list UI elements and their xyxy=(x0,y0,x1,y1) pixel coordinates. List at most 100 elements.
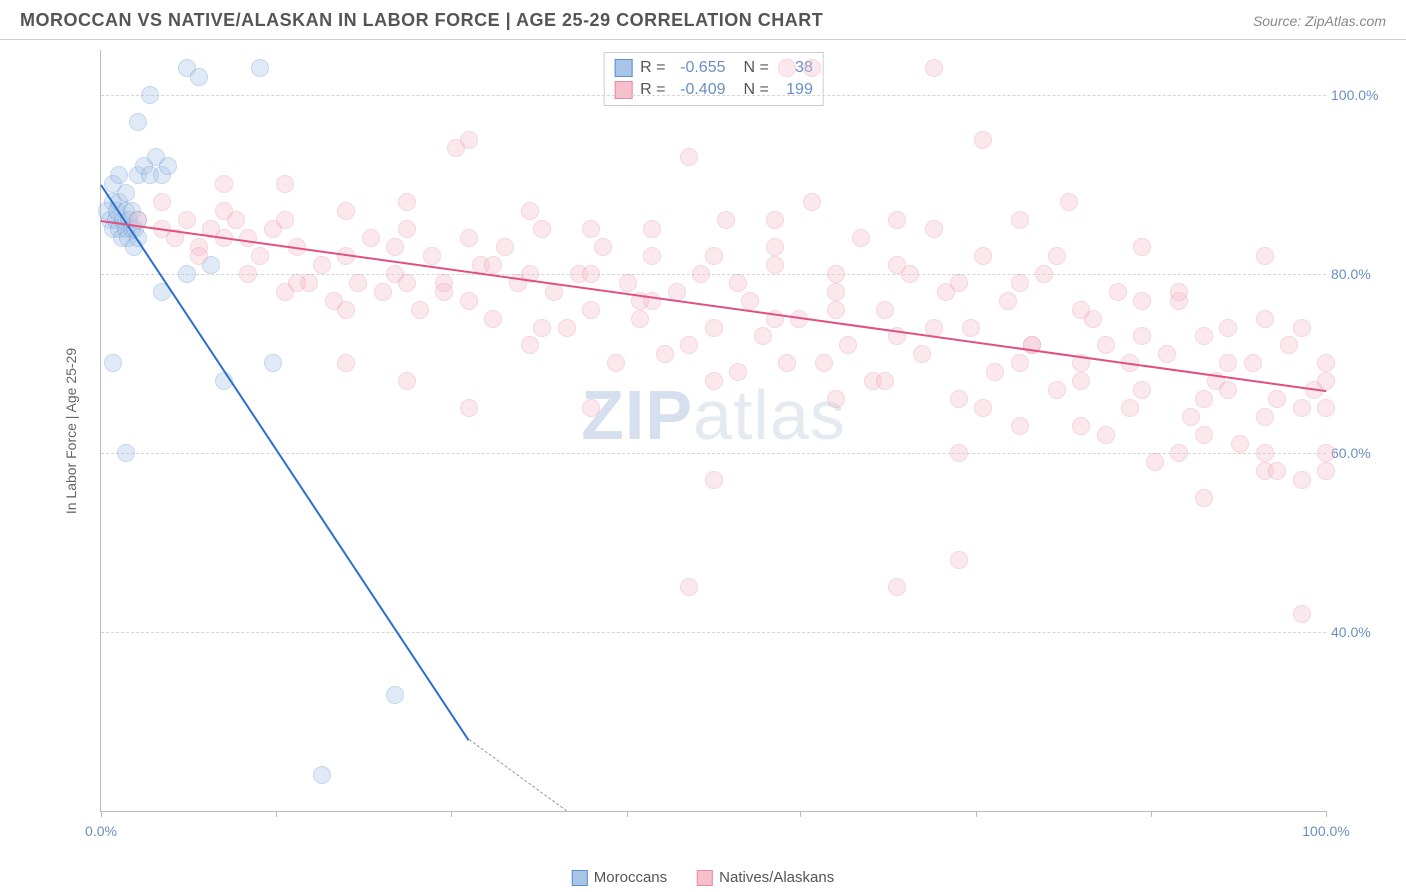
data-point xyxy=(1195,489,1213,507)
data-point xyxy=(888,578,906,596)
data-point xyxy=(754,327,772,345)
legend-swatch xyxy=(614,59,632,77)
x-tick-label: 100.0% xyxy=(1302,823,1349,839)
data-point xyxy=(533,319,551,337)
data-point xyxy=(950,274,968,292)
data-point xyxy=(999,292,1017,310)
data-point xyxy=(423,247,441,265)
stat-n-label: N = xyxy=(744,59,769,77)
data-point xyxy=(129,113,147,131)
data-point xyxy=(190,68,208,86)
data-point xyxy=(1268,462,1286,480)
data-point xyxy=(705,471,723,489)
data-point xyxy=(582,399,600,417)
data-point xyxy=(1133,292,1151,310)
data-point xyxy=(1011,211,1029,229)
data-point xyxy=(1195,390,1213,408)
data-point xyxy=(153,193,171,211)
x-tick xyxy=(276,811,277,817)
data-point xyxy=(717,211,735,229)
data-point xyxy=(159,157,177,175)
data-point xyxy=(460,399,478,417)
data-point xyxy=(337,301,355,319)
data-point xyxy=(974,399,992,417)
data-point xyxy=(178,211,196,229)
data-point xyxy=(680,578,698,596)
data-point xyxy=(1158,345,1176,363)
x-tick xyxy=(101,811,102,817)
data-point xyxy=(484,256,502,274)
data-point xyxy=(1133,238,1151,256)
y-tick-label: 60.0% xyxy=(1331,445,1381,461)
x-tick xyxy=(976,811,977,817)
data-point xyxy=(815,354,833,372)
data-point xyxy=(925,220,943,238)
data-point xyxy=(729,363,747,381)
data-point xyxy=(496,238,514,256)
data-point xyxy=(839,336,857,354)
data-point xyxy=(1293,399,1311,417)
data-point xyxy=(974,247,992,265)
y-tick-label: 40.0% xyxy=(1331,624,1381,640)
y-tick-label: 80.0% xyxy=(1331,266,1381,282)
data-point xyxy=(803,59,821,77)
data-point xyxy=(558,319,576,337)
data-point xyxy=(264,354,282,372)
data-point xyxy=(349,274,367,292)
data-point xyxy=(643,247,661,265)
data-point xyxy=(950,444,968,462)
data-point xyxy=(803,193,821,211)
stat-r-value: -0.409 xyxy=(674,81,726,99)
data-point xyxy=(484,310,502,328)
data-point xyxy=(1256,444,1274,462)
stat-r-label: R = xyxy=(640,59,665,77)
data-point xyxy=(411,301,429,319)
data-point xyxy=(1048,247,1066,265)
data-point xyxy=(386,686,404,704)
stat-n-label: N = xyxy=(744,81,769,99)
data-point xyxy=(1121,399,1139,417)
data-point xyxy=(962,319,980,337)
data-point xyxy=(1317,399,1335,417)
data-point xyxy=(643,220,661,238)
data-point xyxy=(1011,274,1029,292)
data-point xyxy=(239,265,257,283)
gridline xyxy=(101,453,1326,454)
y-axis-label: In Labor Force | Age 25-29 xyxy=(63,347,79,513)
data-point xyxy=(1195,426,1213,444)
trend-line xyxy=(100,185,469,741)
data-point xyxy=(1170,444,1188,462)
data-point xyxy=(974,131,992,149)
plot-region: In Labor Force | Age 25-29 ZIPatlas R =-… xyxy=(100,50,1326,812)
data-point xyxy=(1293,605,1311,623)
data-point xyxy=(594,238,612,256)
data-point xyxy=(1011,354,1029,372)
x-tick xyxy=(1151,811,1152,817)
stat-r-label: R = xyxy=(640,81,665,99)
data-point xyxy=(1072,372,1090,390)
data-point xyxy=(656,345,674,363)
legend-label: Natives/Alaskans xyxy=(719,869,834,886)
watermark-zip: ZIP xyxy=(581,376,693,454)
data-point xyxy=(533,220,551,238)
data-point xyxy=(925,59,943,77)
data-point xyxy=(950,551,968,569)
chart-area: In Labor Force | Age 25-29 ZIPatlas R =-… xyxy=(50,50,1386,842)
data-point xyxy=(460,131,478,149)
x-tick-label: 0.0% xyxy=(85,823,117,839)
data-point xyxy=(582,301,600,319)
chart-title: MOROCCAN VS NATIVE/ALASKAN IN LABOR FORC… xyxy=(20,10,823,31)
data-point xyxy=(692,265,710,283)
data-point xyxy=(1133,327,1151,345)
data-point xyxy=(435,283,453,301)
bottom-legend: MoroccansNatives/Alaskans xyxy=(572,869,834,886)
data-point xyxy=(398,372,416,390)
legend-swatch xyxy=(572,870,588,886)
data-point xyxy=(827,390,845,408)
data-point xyxy=(374,283,392,301)
data-point xyxy=(1182,408,1200,426)
data-point xyxy=(705,247,723,265)
data-point xyxy=(251,59,269,77)
data-point xyxy=(521,202,539,220)
data-point xyxy=(288,274,306,292)
